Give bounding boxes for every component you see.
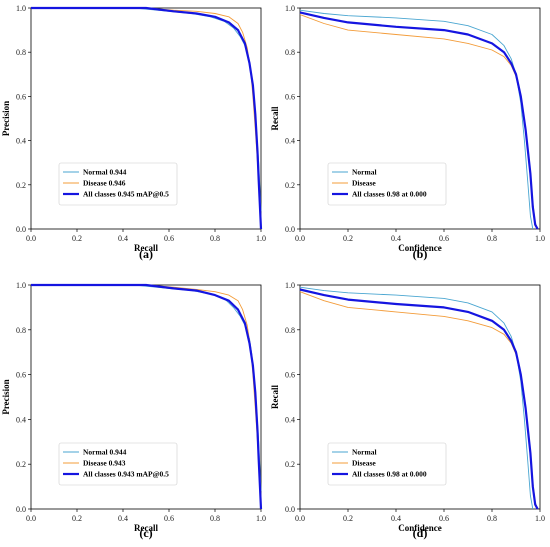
y-tick-label: 0.8: [285, 326, 295, 335]
series-line-all: [31, 283, 263, 510]
y-axis-label: Precision: [1, 379, 11, 414]
y-tick-label: 0.6: [285, 371, 295, 380]
legend-box: [58, 442, 178, 486]
y-tick-label: 0.2: [16, 460, 26, 469]
y-tick-label: 0.8: [16, 326, 26, 335]
series-line-all: [299, 11, 539, 230]
y-tick-label: 0.6: [16, 92, 26, 101]
y-tick-label: 1.0: [285, 4, 295, 13]
legend-label-all: All classes 0.98 at 0.000: [352, 190, 427, 199]
x-tick-label: 1.0: [256, 234, 266, 243]
y-tick-label: 0.4: [285, 137, 295, 146]
x-tick-label: 0.8: [487, 234, 497, 243]
legend-label-normal: Normal: [352, 168, 377, 177]
y-tick-label: 1.0: [16, 281, 26, 290]
x-tick-label: 0.8: [210, 514, 220, 523]
x-tick-label: 0.2: [343, 514, 353, 523]
x-tick-label: 0.4: [391, 514, 401, 523]
legend-box: [327, 162, 447, 206]
x-axis-label: Recall: [134, 243, 158, 253]
legend-label-all: All classes 0.945 mAP@0.5: [83, 190, 169, 199]
x-tick-label: 0.6: [164, 234, 174, 243]
legend: Normal 0.944 Disease 0.943 All classes 0.9…: [58, 442, 178, 486]
plot-frame: [299, 284, 541, 510]
legend-label-disease: Disease 0.943: [83, 459, 126, 468]
legend-label-normal: Normal: [352, 448, 377, 457]
x-tick-label: 0.0: [295, 514, 305, 523]
series-line-all: [31, 6, 263, 230]
y-tick-label: 0.0: [16, 225, 26, 234]
x-axis-label: Confidence: [398, 523, 442, 533]
legend-label-all: All classes 0.943 mAP@0.5: [83, 470, 169, 479]
legend-label-disease: Disease 0.946: [83, 179, 126, 188]
plot-frame: [299, 7, 541, 230]
legend: Normal 0.944 Disease 0.946 All classes 0.9…: [58, 162, 178, 206]
x-tick-label: 0.0: [295, 234, 305, 243]
y-tick-label: 0.4: [16, 137, 26, 146]
x-tick-label: 1.0: [256, 514, 266, 523]
x-tick-label: 1.0: [535, 234, 545, 243]
legend-box: [327, 442, 447, 486]
x-tick-label: 0.2: [343, 234, 353, 243]
y-tick-label: 1.0: [16, 4, 26, 13]
panel-caption: (d): [413, 526, 428, 540]
y-tick-label: 0.8: [285, 48, 295, 57]
chart-panel-1: 0.0 0.2 0.4 0.6 0.8 1.0 0.0 0.2 0.4 0.6 0.8 1.0 Reca…: [1, 4, 266, 261]
x-tick-label: 1.0: [535, 514, 545, 523]
y-tick-label: 0.6: [16, 371, 26, 380]
x-tick-label: 0.2: [72, 234, 82, 243]
chart-panel-3: 0.0 0.2 0.4 0.6 0.8 1.0 0.0 0.2 0.4 0.6 0.8 1.0 Reca…: [1, 281, 266, 540]
x-tick-label: 0.6: [439, 514, 449, 523]
x-tick-label: 0.6: [164, 514, 174, 523]
y-tick-label: 0.2: [285, 181, 295, 190]
chart-panel-4: 0.0 0.2 0.4 0.6 0.8 1.0 0.0 0.2 0.4 0.6 0.8 1.0 Conf…: [270, 281, 545, 540]
series-line-all: [299, 288, 539, 510]
y-tick-label: 0.0: [285, 225, 295, 234]
panel-caption: (b): [413, 247, 428, 261]
x-tick-label: 0.4: [391, 234, 401, 243]
series-line-normal: [299, 286, 534, 510]
x-tick-label: 0.8: [487, 514, 497, 523]
series-line-normal: [299, 9, 534, 230]
panel-caption: (c): [139, 526, 152, 540]
x-tick-label: 0.4: [118, 514, 128, 523]
legend-label-normal: Normal 0.944: [83, 168, 127, 177]
legend: Normal Disease All classes 0.98 at 0.000: [327, 162, 447, 206]
y-axis-label: Recall: [270, 385, 280, 409]
y-axis-label: Precision: [1, 101, 11, 136]
y-tick-label: 0.4: [16, 415, 26, 424]
x-tick-label: 0.0: [26, 234, 36, 243]
legend-label-disease: Disease: [352, 179, 376, 188]
y-axis-label: Recall: [270, 106, 280, 130]
legend-label-normal: Normal 0.944: [83, 448, 127, 457]
x-tick-label: 0.6: [439, 234, 449, 243]
y-tick-label: 0.2: [285, 460, 295, 469]
legend-label-all: All classes 0.98 at 0.000: [352, 470, 427, 479]
chart-panel-2: 0.0 0.2 0.4 0.6 0.8 1.0 0.0 0.2 0.4 0.6 0.8 1.0 Conf…: [270, 4, 545, 261]
y-tick-label: 0.4: [285, 415, 295, 424]
x-tick-label: 0.2: [72, 514, 82, 523]
x-tick-label: 0.4: [118, 234, 128, 243]
panel-caption: (a): [139, 247, 153, 261]
x-axis-label: Confidence: [398, 243, 442, 253]
y-tick-label: 1.0: [285, 281, 295, 290]
x-axis-label: Recall: [134, 523, 158, 533]
y-tick-label: 0.2: [16, 181, 26, 190]
legend: Normal Disease All classes 0.98 at 0.000: [327, 442, 447, 486]
legend-box: [58, 162, 178, 206]
y-tick-label: 0.8: [16, 48, 26, 57]
y-tick-label: 0.0: [285, 505, 295, 514]
y-tick-label: 0.0: [16, 505, 26, 514]
x-tick-label: 0.0: [26, 514, 36, 523]
x-tick-label: 0.8: [210, 234, 220, 243]
legend-label-disease: Disease: [352, 459, 376, 468]
y-tick-label: 0.6: [285, 92, 295, 101]
